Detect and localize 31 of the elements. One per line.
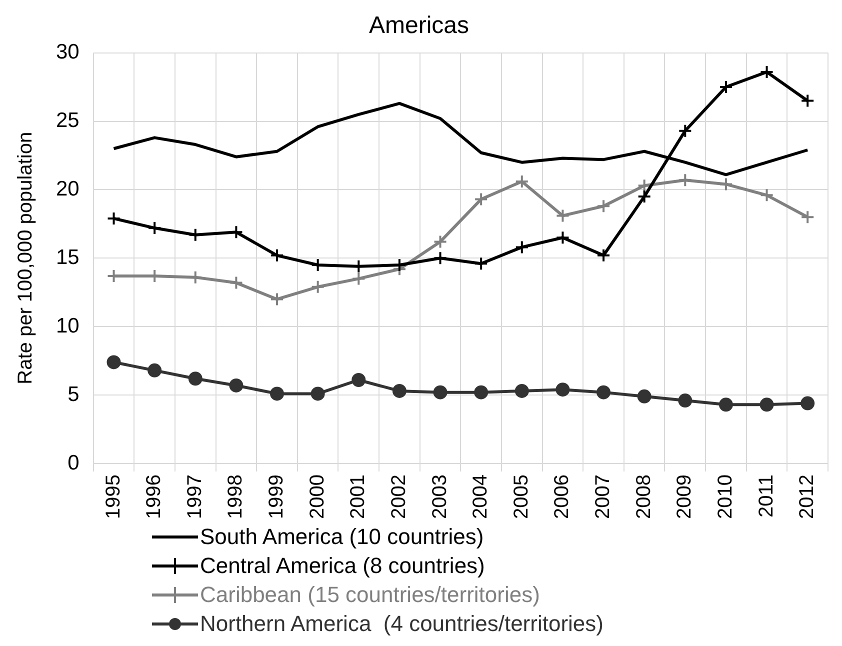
x-tick-label: 2011 [755, 474, 778, 518]
x-tick-label: 2000 [306, 474, 328, 520]
chart-title: Americas [368, 12, 470, 40]
y-tick-label: 15 [56, 246, 80, 269]
legend-label: South America (10 countries) [200, 523, 484, 551]
y-tick-label: 25 [56, 109, 80, 132]
y-tick-label: 0 [68, 451, 80, 474]
y-tick-label: 5 [68, 382, 80, 406]
x-tick-label: 2001 [347, 474, 370, 520]
y-axis-title: Rate per 100,000 population [14, 132, 37, 384]
x-tick-label: 2006 [551, 474, 574, 520]
x-tick-label: 1999 [266, 474, 288, 520]
x-tick-label: 1995 [102, 474, 124, 520]
x-tick-label: 2005 [510, 474, 532, 520]
x-tick-label: 1996 [143, 474, 166, 520]
y-tick-label: 30 [56, 40, 80, 64]
x-tick-label: 1997 [184, 474, 206, 520]
x-tick-label: 2010 [714, 474, 736, 520]
legend-label: Northern America (4 countries/territories) [200, 610, 604, 638]
x-tick-label: 2008 [632, 474, 655, 520]
y-tick-label: 20 [56, 178, 80, 200]
x-tick-label: 2009 [674, 474, 696, 520]
x-tick-label: 1998 [224, 474, 247, 520]
x-tick-label: 2004 [470, 474, 492, 520]
legend-label: Central America (8 countries) [200, 552, 485, 580]
legend-label: Caribbean (15 countries/territories) [200, 581, 540, 609]
x-tick-label: 2012 [796, 474, 818, 520]
x-tick-label: 2003 [428, 474, 451, 520]
x-tick-label: 2002 [388, 474, 410, 520]
x-tick-label: 2007 [592, 474, 614, 520]
y-tick-label: 10 [56, 314, 80, 338]
